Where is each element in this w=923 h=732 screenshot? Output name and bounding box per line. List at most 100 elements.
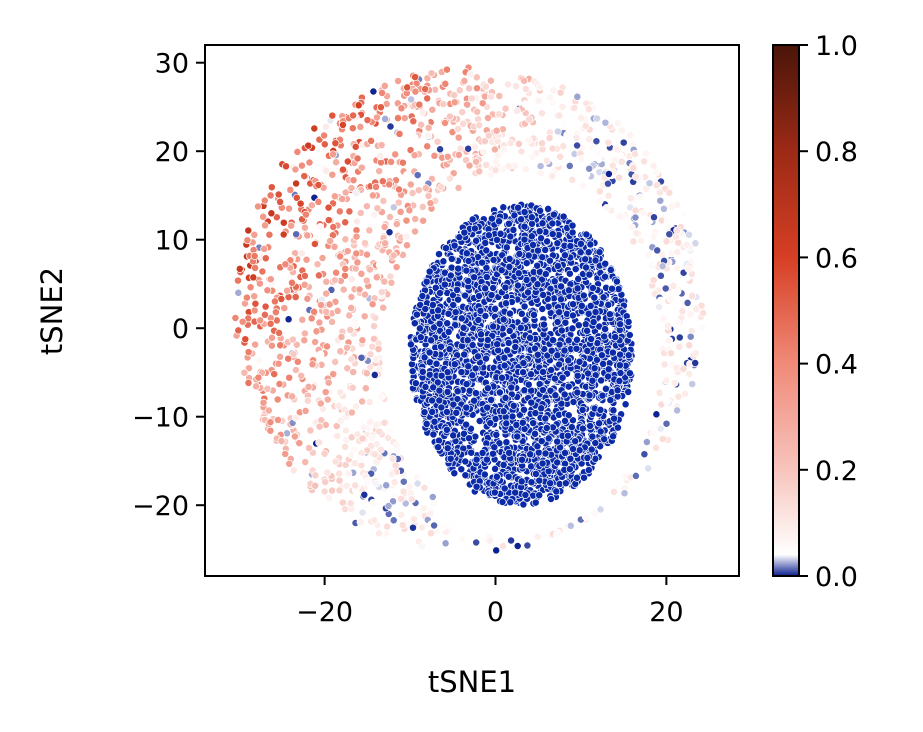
scatter-point (254, 202, 262, 211)
scatter-point (499, 460, 508, 469)
scatter-point (499, 315, 508, 324)
scatter-point (520, 302, 529, 311)
scatter-point (585, 270, 594, 279)
scatter-point (577, 301, 586, 310)
scatter-point (539, 368, 547, 376)
scatter-point (673, 287, 682, 296)
scatter-point (517, 309, 526, 318)
y-tick-label: 30 (155, 49, 189, 80)
scatter-point (586, 240, 595, 249)
scatter-point (491, 157, 500, 166)
scatter-point (276, 197, 285, 206)
scatter-point (561, 479, 570, 488)
scatter-point (356, 455, 365, 464)
scatter-point (478, 448, 487, 457)
scatter-point (511, 488, 520, 497)
scatter-point (539, 290, 548, 299)
scatter-point (618, 126, 626, 135)
y-tick-label: 0 (172, 314, 189, 345)
scatter-point (583, 346, 592, 355)
scatter-point (500, 353, 509, 362)
scatter-point (454, 125, 462, 133)
scatter-point (441, 539, 450, 548)
scatter-point (658, 435, 667, 443)
scatter-point (625, 369, 634, 378)
scatter-point (320, 131, 329, 140)
scatter-point (377, 392, 386, 401)
scatter-point (337, 332, 346, 341)
scatter-point (645, 179, 654, 188)
scatter-point (288, 392, 297, 401)
scatter-point (650, 213, 658, 222)
scatter-point (442, 244, 450, 253)
scatter-point (481, 238, 490, 247)
scatter-point (317, 301, 325, 309)
scatter-point (357, 353, 366, 362)
scatter-point (385, 228, 394, 237)
scatter-point (418, 367, 427, 376)
scatter-point (467, 448, 476, 457)
scatter-point (553, 318, 562, 326)
scatter-point (293, 357, 302, 366)
scatter-point (597, 351, 606, 360)
scatter-point (504, 338, 513, 347)
scatter-point (348, 124, 357, 133)
scatter-point (339, 285, 348, 294)
scatter-point (339, 165, 347, 174)
scatter-point (349, 111, 358, 120)
scatter-point (285, 204, 293, 213)
scatter-point (487, 214, 496, 223)
scatter-point (382, 99, 391, 108)
scatter-point (331, 357, 340, 366)
scatter-point (655, 188, 664, 197)
scatter-point (627, 223, 636, 232)
scatter-point (481, 312, 490, 320)
scatter-point (502, 438, 511, 447)
scatter-point (466, 70, 475, 79)
scatter-point (410, 133, 419, 142)
scatter-point (521, 491, 530, 499)
scatter-point (392, 220, 401, 229)
scatter-point (527, 370, 535, 379)
scatter-point (471, 364, 480, 373)
scatter-point (323, 468, 332, 477)
scatter-point (584, 466, 593, 475)
scatter-point (699, 309, 708, 317)
scatter-point (454, 150, 463, 159)
scatter-point (686, 310, 695, 319)
scatter-point (519, 158, 528, 167)
scatter-point (576, 248, 585, 257)
scatter-point (437, 342, 445, 351)
scatter-point (279, 218, 288, 227)
scatter-point (436, 289, 444, 297)
scatter-point (243, 236, 252, 245)
scatter-point (478, 99, 487, 108)
scatter-point (512, 82, 521, 91)
scatter-point (379, 303, 388, 312)
scatter-point (430, 151, 439, 160)
scatter-point (537, 404, 546, 413)
scatter-point (530, 344, 539, 353)
scatter-point (605, 310, 614, 319)
scatter-point (652, 443, 661, 452)
scatter-point (389, 497, 397, 506)
scatter-point (513, 432, 522, 441)
scatter-point (274, 359, 283, 368)
scatter-point (629, 237, 638, 246)
scatter-point (406, 340, 415, 349)
scatter-point (506, 232, 515, 241)
scatter-point (527, 462, 536, 471)
scatter-point (527, 478, 536, 487)
scatter-point (550, 374, 559, 383)
scatter-point (524, 136, 533, 144)
scatter-point (453, 285, 462, 294)
scatter-point (596, 405, 605, 414)
scatter-point (324, 216, 333, 225)
scatter-point (289, 466, 298, 475)
scatter-point (541, 270, 550, 279)
scatter-point (454, 183, 463, 192)
scatter-point (240, 368, 249, 377)
scatter-point (357, 269, 366, 278)
scatter-point (308, 360, 317, 369)
scatter-point (544, 204, 553, 213)
